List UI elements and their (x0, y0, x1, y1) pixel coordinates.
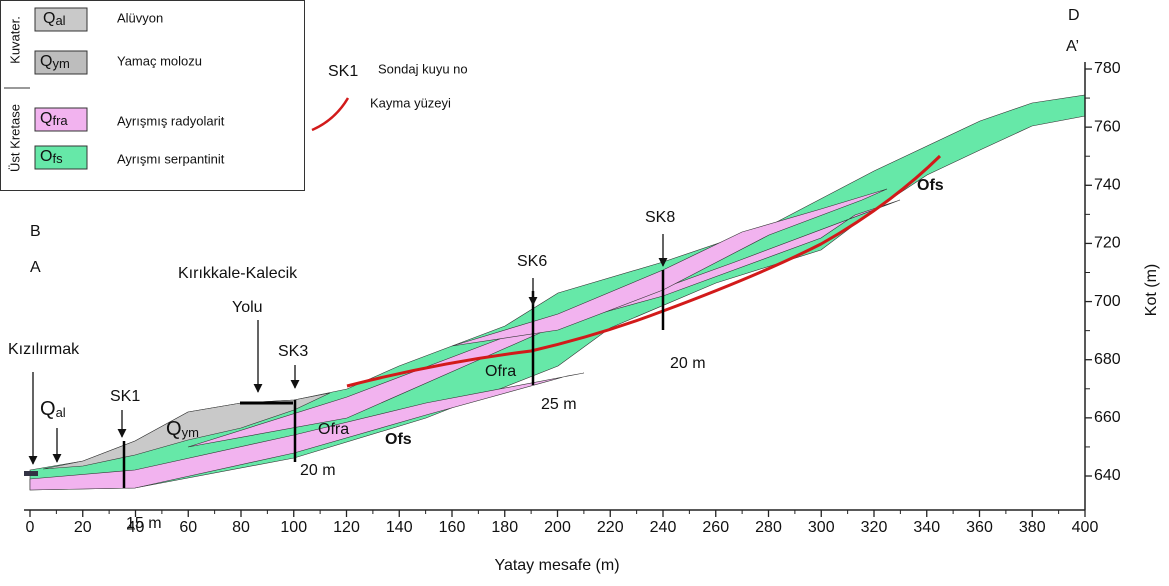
borehole-name: SK6 (517, 253, 547, 270)
legend-label: Kayma yüzeyi (370, 95, 451, 110)
x-tick-label: 80 (232, 519, 250, 536)
x-tick-label: 240 (650, 519, 677, 536)
legend-group: Kuvater. (7, 16, 22, 64)
x-tick-label: 320 (861, 519, 888, 536)
y-tick-label: 700 (1094, 293, 1121, 310)
y-tick-label: 720 (1094, 235, 1121, 252)
legend-label: Ayrışmış radyolarit (117, 113, 225, 128)
y-tick-label: 680 (1094, 351, 1121, 368)
unit-label: Ofra (485, 363, 516, 380)
x-tick-label: 120 (333, 519, 360, 536)
legend: Kuvater. Üst Kretase Qal Qym Qfra Ofs Al… (0, 0, 305, 191)
x-tick-label: 60 (179, 519, 197, 536)
legend-group: Üst Kretase (7, 104, 22, 172)
legend-swatch (34, 7, 88, 32)
ticks: 0 20 40 60 80 100 120 140 160 180 200 220 240 260 280 3… (26, 60, 1121, 536)
place-label: Kızılırmak (8, 341, 80, 358)
unit-label: Ofs (917, 177, 944, 194)
y-axis-title: Kot (m) (1143, 264, 1160, 316)
legend-label: Sondaj kuyu no (378, 61, 468, 76)
x-tick-label: 40 (127, 519, 145, 536)
x-tick-label: 20 (74, 519, 92, 536)
borehole-name: SK3 (278, 343, 308, 360)
river (24, 471, 38, 476)
legend-symbol: Ofs (40, 148, 63, 166)
unit-label: Qal (40, 398, 66, 420)
y-tick-label: 780 (1094, 60, 1121, 77)
x-tick-label: 220 (597, 519, 624, 536)
place-label: Kırıkkale-Kalecik (178, 265, 298, 282)
legend-slip-line (311, 97, 350, 132)
legend-swatch (34, 107, 88, 132)
borehole-name: SK1 (110, 388, 140, 405)
borehole-depth: 25 m (541, 396, 577, 413)
legend-symbol: SK1 (328, 63, 358, 80)
x-tick-label: 180 (491, 519, 518, 536)
unit-label: Qym (166, 418, 199, 440)
legend-label: Ayrışmı serpantinit (117, 151, 225, 166)
section (24, 94, 1086, 491)
x-tick-label: 100 (280, 519, 307, 536)
x-tick-label: 200 (544, 519, 571, 536)
borehole-depth: 20 m (670, 355, 706, 372)
y-tick-label: 660 (1094, 409, 1121, 426)
arrows (28, 234, 668, 465)
layer-qfra (29, 372, 585, 491)
x-tick-label: 160 (439, 519, 466, 536)
place-label: Yolu (232, 299, 263, 316)
layer-qfra (451, 188, 888, 347)
unit-label: Ofra (318, 421, 349, 438)
borehole-depth: 20 m (300, 462, 336, 479)
legend-symbol: Qym (40, 53, 70, 71)
x-tick-label: 340 (913, 519, 940, 536)
borehole-depth: 15 m (126, 515, 162, 532)
legend-symbol: Qal (43, 10, 66, 28)
unit-label: Ofs (385, 431, 412, 448)
legend-swatch (34, 50, 88, 75)
legend-label: Yamaç molozu (117, 53, 202, 68)
x-tick-label: 400 (1072, 519, 1099, 536)
layer-qym (42, 392, 331, 470)
x-tick-label: 300 (808, 519, 835, 536)
x-tick-label: 260 (702, 519, 729, 536)
x-tick-label: 360 (966, 519, 993, 536)
x-tick-label: 380 (1019, 519, 1046, 536)
section-end: A (30, 259, 41, 276)
x-tick-label: 140 (386, 519, 413, 536)
x-tick-label: 280 (755, 519, 782, 536)
x-axis-title: Yatay mesafe (m) (494, 557, 619, 574)
legend-symbol: Qfra (40, 110, 68, 128)
y-tick-label: 640 (1094, 467, 1121, 484)
section-end: B (30, 223, 41, 240)
y-tick-label: 760 (1094, 118, 1121, 135)
x-tick-label: 0 (26, 519, 35, 536)
y-tick-label: 740 (1094, 177, 1121, 194)
legend-label: Alüvyon (117, 10, 163, 25)
section-end: A’ (1066, 38, 1079, 55)
section-end: D (1068, 7, 1080, 24)
legend-swatch (34, 145, 88, 170)
borehole-name: SK8 (645, 209, 675, 226)
